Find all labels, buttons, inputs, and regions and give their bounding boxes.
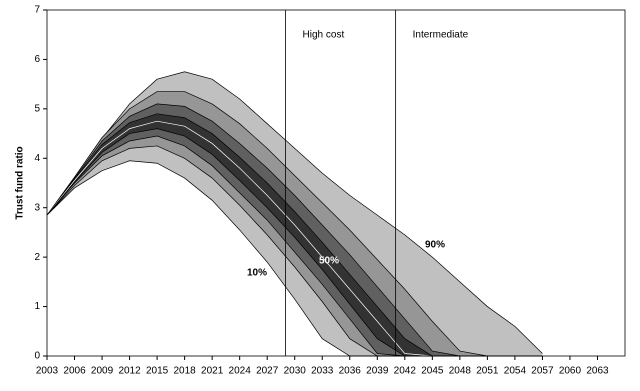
y-tick-label: 6 [34, 54, 40, 65]
x-tick-label: 2051 [476, 366, 499, 377]
x-tick-label: 2054 [504, 366, 527, 377]
x-tick-label: 2060 [559, 366, 582, 377]
x-tick-label: 2018 [173, 366, 196, 377]
y-axis-label: Trust fund ratio [15, 146, 26, 219]
percentile-annotation: 10% [247, 268, 267, 279]
x-tick-label: 2039 [366, 366, 389, 377]
scenario-label: High cost [303, 30, 345, 41]
percentile-annotation: 50% [319, 256, 339, 267]
x-tick-label: 2063 [586, 366, 609, 377]
x-tick-label: 2027 [256, 366, 279, 377]
y-tick-label: 4 [34, 153, 40, 164]
y-tick-label: 3 [34, 202, 40, 213]
x-tick-label: 2045 [421, 366, 444, 377]
y-tick-label: 0 [34, 351, 40, 362]
x-tick-label: 2042 [394, 366, 417, 377]
x-tick-label: 2003 [36, 366, 59, 377]
y-tick-label: 7 [34, 5, 40, 16]
y-tick-label: 1 [34, 301, 40, 312]
x-tick-label: 2048 [449, 366, 472, 377]
x-tick-label: 2009 [91, 366, 114, 377]
scenario-label: Intermediate [413, 30, 469, 41]
x-tick-label: 2006 [63, 366, 86, 377]
x-tick-label: 2057 [531, 366, 554, 377]
plot-frame [46, 9, 626, 357]
x-tick-label: 2036 [339, 366, 362, 377]
fan-band [47, 160, 543, 356]
y-tick-label: 2 [34, 252, 40, 263]
x-tick-label: 2033 [311, 366, 334, 377]
y-tick-label: 5 [34, 103, 40, 114]
percentile-annotation: 90% [425, 240, 445, 251]
x-tick-label: 2015 [146, 366, 169, 377]
x-tick-label: 2024 [229, 366, 252, 377]
percentile-line [46, 71, 543, 354]
x-tick-label: 2030 [284, 366, 307, 377]
x-tick-label: 2012 [118, 366, 141, 377]
x-tick-label: 2021 [201, 366, 224, 377]
percentile-line [46, 91, 543, 357]
